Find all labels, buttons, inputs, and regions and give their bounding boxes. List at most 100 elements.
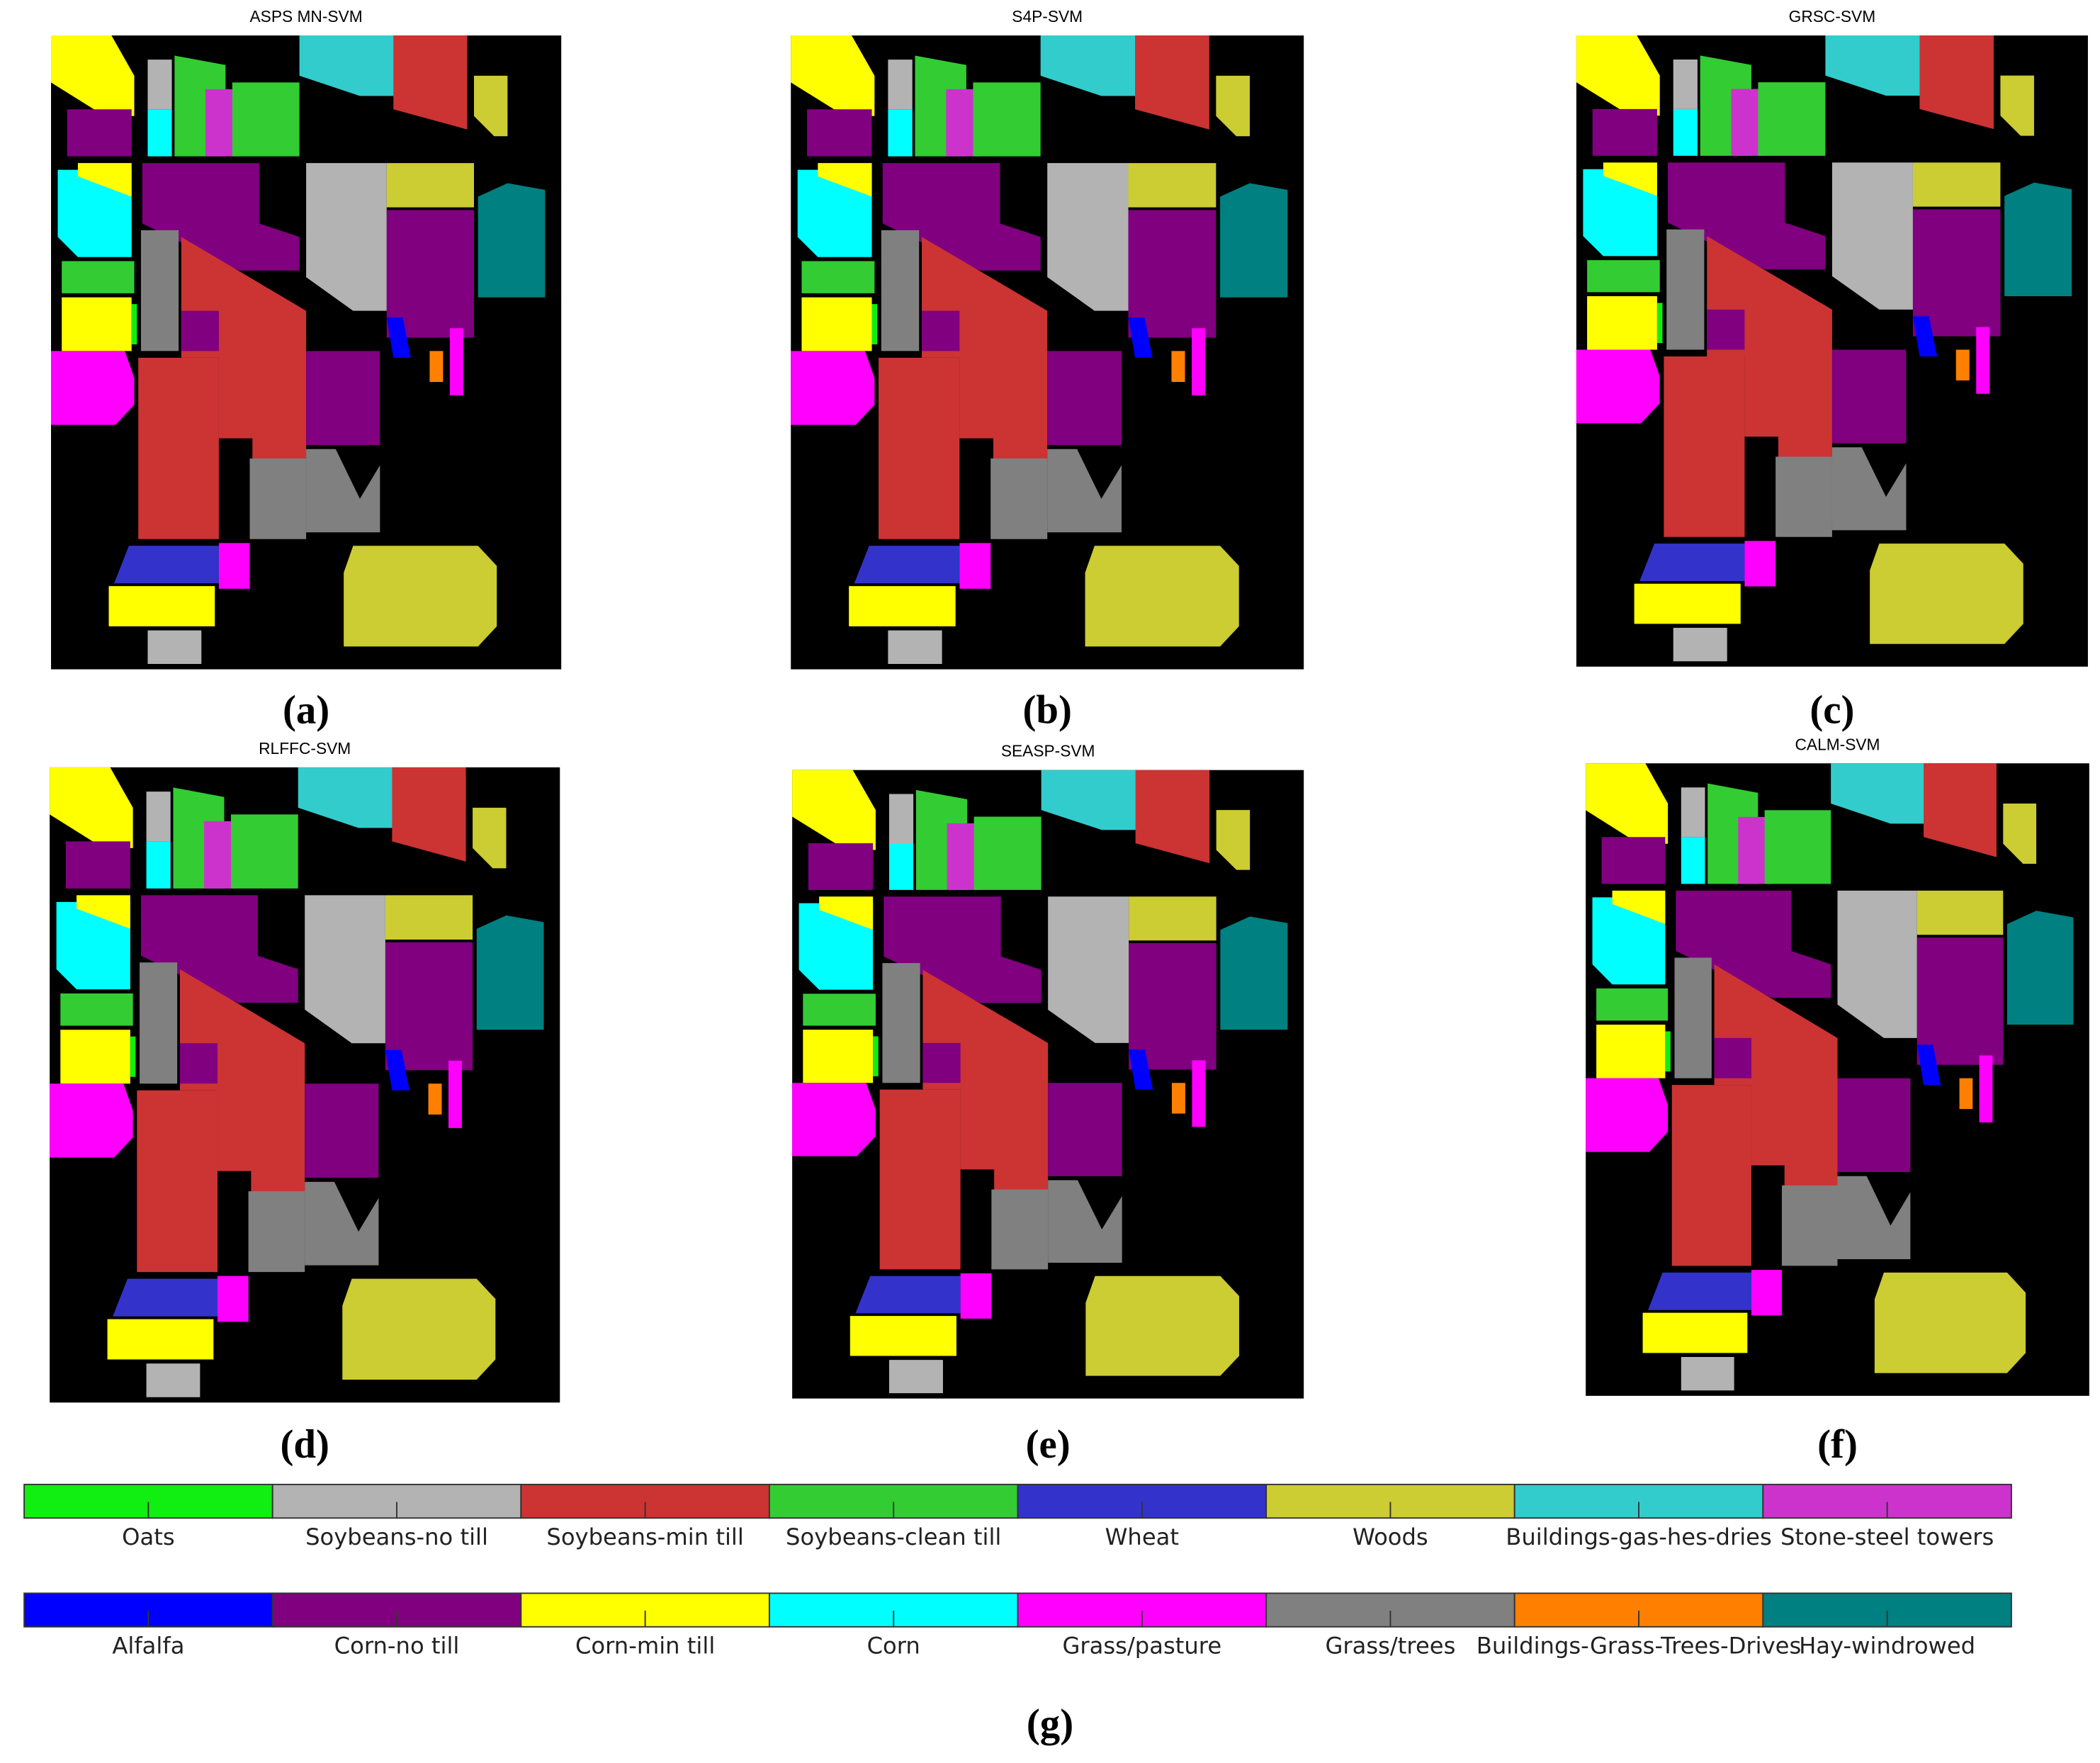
map-region [1825, 35, 1924, 96]
map-region [299, 35, 397, 96]
map-region [1576, 35, 1660, 116]
panel-caption: (f) [1817, 1422, 1858, 1467]
map-region [1135, 770, 1210, 864]
map-region [62, 297, 132, 351]
map-region [1676, 890, 1831, 998]
map-region [1673, 628, 1727, 662]
map-region [1831, 763, 1928, 824]
map-region [1666, 229, 1705, 350]
map-region [792, 770, 876, 850]
map-region [1707, 236, 1832, 524]
map-region [1731, 89, 1765, 156]
map-region [819, 896, 874, 930]
map-region [113, 1278, 218, 1317]
map-region [1707, 309, 1745, 350]
map-region [1085, 1275, 1239, 1376]
map-region [298, 767, 397, 828]
map-region [808, 843, 874, 890]
classification-map [1586, 763, 2074, 1391]
panel-title: GRSC-SVM [1789, 7, 1876, 26]
map-region [1129, 942, 1216, 1070]
map-region [1916, 937, 2004, 1065]
map-region [428, 1083, 442, 1115]
map-region [386, 163, 474, 208]
map-region [147, 630, 202, 664]
map-region [60, 993, 133, 1026]
map-region [1831, 447, 1907, 531]
panel-title: SEASP-SVM [1001, 742, 1095, 760]
map-region [1648, 1272, 1751, 1310]
map-region [1596, 1024, 1666, 1078]
map-region [1576, 349, 1660, 424]
map-region [140, 895, 298, 1003]
map-region [1192, 328, 1206, 395]
map-region [1665, 1031, 1671, 1072]
map-region [114, 546, 219, 584]
map-region [1047, 163, 1129, 311]
map-region [922, 237, 1048, 526]
map-region [1587, 296, 1657, 350]
map-region [179, 969, 305, 1259]
map-region [791, 35, 875, 116]
map-region [1671, 1085, 1751, 1266]
map-region [1128, 210, 1216, 338]
legend-label: Corn-min till [575, 1633, 715, 1660]
map-region [888, 109, 913, 157]
map-region [1171, 1083, 1185, 1114]
map-region [107, 1319, 214, 1360]
map-region [1916, 890, 2004, 935]
map-region [1668, 162, 1826, 270]
map-region [1129, 896, 1216, 941]
map-region [807, 109, 872, 157]
map-region [882, 963, 920, 1083]
map-region [392, 767, 466, 862]
map-region [77, 895, 130, 929]
panel-title: ASPS MN-SVM [250, 7, 363, 26]
map-region [1673, 108, 1698, 156]
map-region [140, 230, 179, 351]
map-region [888, 630, 942, 664]
map-region [946, 89, 980, 157]
classification-map [51, 35, 546, 664]
legend-caption: (g) [1027, 1701, 1073, 1746]
map-region [1831, 349, 1907, 444]
map-region [792, 1083, 876, 1156]
map-region [1634, 583, 1741, 624]
map-region [1135, 35, 1209, 130]
map-region [1128, 317, 1153, 358]
legend-label: Wheat [1105, 1523, 1179, 1550]
legend-label: Stone-steel towers [1780, 1523, 1994, 1550]
map-region [181, 237, 307, 526]
map-region [1831, 162, 1913, 310]
map-region [65, 841, 130, 889]
map-region [884, 896, 1041, 1003]
panel-caption: (a) [283, 687, 329, 732]
map-region [385, 942, 473, 1071]
panel-caption: (e) [1026, 1422, 1071, 1467]
map-region [1664, 356, 1745, 537]
map-region [305, 1083, 379, 1178]
map-region [1220, 183, 1288, 298]
legend-label: Corn [867, 1633, 920, 1660]
map-region [888, 794, 914, 844]
map-region [62, 261, 135, 293]
map-region [57, 169, 132, 257]
map-region [230, 814, 298, 889]
legend-label: Oats [122, 1523, 175, 1550]
map-region [1040, 35, 1139, 96]
map-region [1744, 541, 1776, 587]
map-region [306, 449, 380, 533]
map-region [1976, 327, 1990, 394]
map-region [1758, 82, 1826, 156]
map-region [1656, 303, 1663, 344]
legend-label: Hay-windrowed [1799, 1633, 1975, 1660]
map-region [306, 163, 387, 311]
map-region [478, 183, 546, 298]
map-region [147, 60, 172, 110]
map-region [60, 1030, 130, 1084]
map-region [1870, 543, 2023, 644]
map-region [344, 546, 497, 647]
map-region [1048, 1180, 1122, 1263]
panel-caption: (b) [1022, 687, 1071, 732]
map-region [1673, 60, 1698, 109]
